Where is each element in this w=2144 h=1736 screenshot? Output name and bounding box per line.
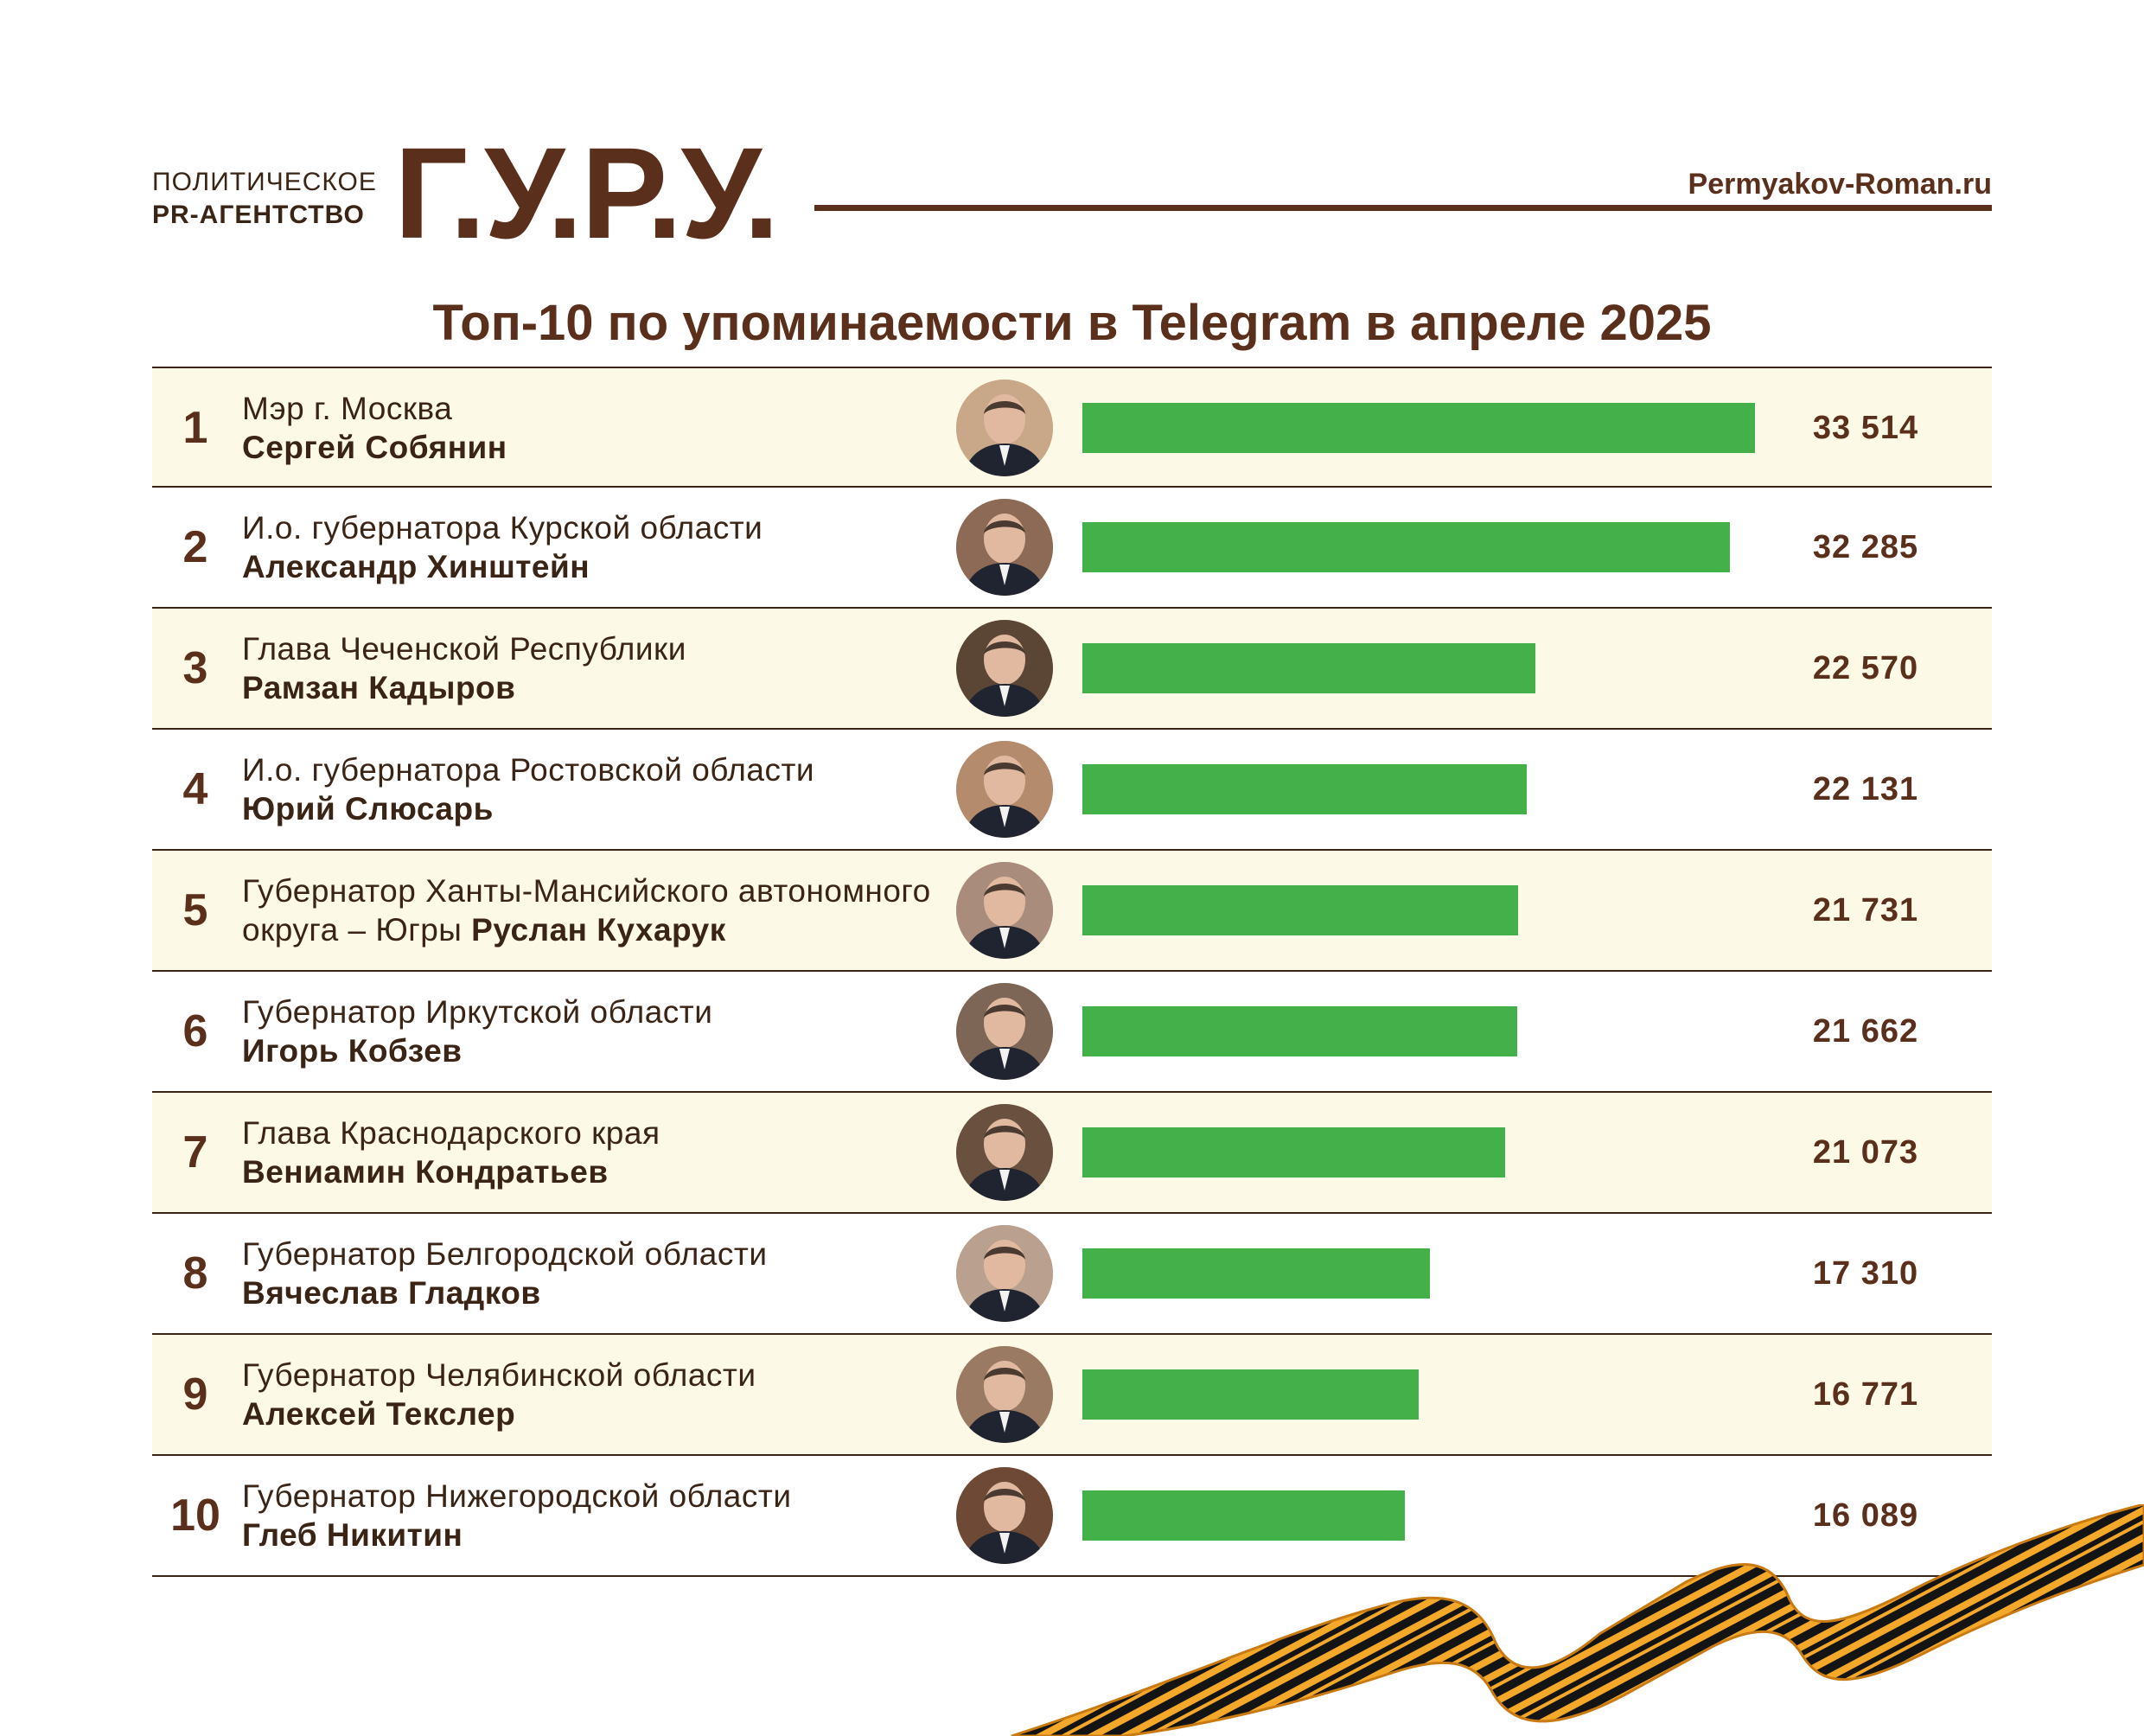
value-label: 21 662 xyxy=(1812,1012,1919,1050)
person-role: Губернатор Ханты-Мансийского автономного… xyxy=(242,873,931,948)
header: ПОЛИТИЧЕСКОЕ PR-АГЕНТСТВО Г.У.Р.У. Permy… xyxy=(0,0,2144,259)
value-bar xyxy=(1082,1006,1517,1056)
rank-number: 5 xyxy=(182,885,208,935)
person-name: Вячеслав Гладков xyxy=(242,1275,541,1311)
value-label: 32 285 xyxy=(1812,528,1919,565)
agency-line-2: PR-АГЕНТСТВО xyxy=(152,201,365,229)
person-photo xyxy=(956,1346,1053,1443)
value-bar xyxy=(1082,1248,1430,1299)
agency-line-1: ПОЛИТИЧЕСКОЕ xyxy=(152,168,377,196)
value-label: 22 570 xyxy=(1812,649,1919,686)
person-photo xyxy=(956,620,1053,717)
person-description: Губернатор Нижегородской области Глеб Ник… xyxy=(242,1456,986,1575)
person-description: Мэр г. Москва Сергей Собянин xyxy=(242,368,986,488)
person-description: И.о. губернатора Ростовской области Юрий … xyxy=(242,730,986,849)
person-role: Глава Краснодарского края xyxy=(242,1115,660,1151)
person-description: И.о. губернатора Курской области Александ… xyxy=(242,488,986,607)
person-role: Губернатор Челябинской области xyxy=(242,1357,756,1393)
person-description: Глава Чеченской Республики Рамзан Кадыров xyxy=(242,609,986,728)
person-role: Губернатор Белгородской области xyxy=(242,1236,768,1272)
table-row: 8 Губернатор Белгородской области Вячеслав… xyxy=(152,1214,1992,1335)
site-link[interactable]: Permyakov-Roman.ru xyxy=(1688,168,1992,201)
person-description: Губернатор Ханты-Мансийского автономного… xyxy=(242,851,986,970)
value-label: 22 131 xyxy=(1812,770,1919,807)
value-bar xyxy=(1082,885,1518,935)
rank-number: 1 xyxy=(182,403,208,453)
person-role: Мэр г. Москва xyxy=(242,391,453,426)
table-row: 5 Губернатор Ханты-Мансийского автономног… xyxy=(152,851,1992,972)
person-photo xyxy=(956,1467,1053,1564)
person-name: Вениамин Кондратьев xyxy=(242,1154,609,1190)
rank-number: 7 xyxy=(182,1127,208,1178)
person-photo xyxy=(956,862,1053,959)
person-name: Александр Хинштейн xyxy=(242,549,590,584)
value-bar xyxy=(1082,522,1730,572)
rank-number: 4 xyxy=(182,764,208,814)
person-photo xyxy=(956,380,1053,476)
value-bar xyxy=(1082,1127,1505,1178)
ranking-table: 1 Мэр г. Москва Сергей Собянин 33 514 2 И.о. … xyxy=(152,367,1992,1577)
value-bar xyxy=(1082,643,1535,693)
agency-label: ПОЛИТИЧЕСКОЕ PR-АГЕНТСТВО xyxy=(152,166,377,232)
rank-number: 3 xyxy=(182,643,208,693)
st-george-ribbon xyxy=(1011,1504,2144,1736)
table-row: 6 Губернатор Иркутской области Игорь Кобзе… xyxy=(152,972,1992,1093)
value-bar xyxy=(1082,1490,1405,1541)
person-name: Сергей Собянин xyxy=(242,430,507,465)
value-bar xyxy=(1082,764,1527,814)
rank-number: 9 xyxy=(182,1369,208,1420)
value-label: 33 514 xyxy=(1812,409,1919,446)
person-description: Губернатор Иркутской области Игорь Кобзев xyxy=(242,972,986,1091)
person-photo xyxy=(956,983,1053,1080)
table-row: 3 Глава Чеченской Республики Рамзан Кадыро… xyxy=(152,609,1992,730)
person-photo xyxy=(956,1225,1053,1322)
value-bar xyxy=(1082,403,1755,453)
person-name: Рамзан Кадыров xyxy=(242,670,516,705)
person-role: Губернатор Иркутской области xyxy=(242,994,713,1030)
table-row: 9 Губернатор Челябинской области Алексей Т… xyxy=(152,1335,1992,1456)
table-row: 2 И.о. губернатора Курской области Алексан… xyxy=(152,488,1992,609)
table-row: 10 Губернатор Нижегородской области Глеб Н… xyxy=(152,1456,1992,1577)
person-name: Руслан Кухарук xyxy=(471,912,726,948)
person-description: Глава Краснодарского края Вениамин Кондра… xyxy=(242,1093,986,1212)
rank-number: 6 xyxy=(182,1006,208,1056)
person-role: И.о. губернатора Ростовской области xyxy=(242,752,815,788)
value-label: 16 089 xyxy=(1812,1497,1919,1534)
person-name: Юрий Слюсарь xyxy=(242,791,494,827)
header-divider xyxy=(814,205,1992,211)
person-description: Губернатор Челябинской области Алексей Те… xyxy=(242,1335,986,1454)
value-bar xyxy=(1082,1369,1419,1420)
person-role: И.о. губернатора Курской области xyxy=(242,510,763,546)
value-label: 21 073 xyxy=(1812,1133,1919,1171)
person-role: Глава Чеченской Республики xyxy=(242,631,686,667)
person-role: Губернатор Нижегородской области xyxy=(242,1478,792,1514)
person-photo xyxy=(956,741,1053,838)
person-name: Алексей Текслер xyxy=(242,1396,516,1432)
value-label: 21 731 xyxy=(1812,891,1919,929)
person-name: Глеб Никитин xyxy=(242,1517,463,1553)
table-row: 1 Мэр г. Москва Сергей Собянин 33 514 xyxy=(152,367,1992,488)
person-photo xyxy=(956,1104,1053,1201)
rank-number: 10 xyxy=(170,1490,220,1541)
table-row: 4 И.о. губернатора Ростовской области Юрий… xyxy=(152,730,1992,851)
person-description: Губернатор Белгородской области Вячеслав … xyxy=(242,1214,986,1333)
value-label: 16 771 xyxy=(1812,1375,1919,1413)
rank-number: 8 xyxy=(182,1248,208,1299)
rank-number: 2 xyxy=(182,522,208,572)
value-label: 17 310 xyxy=(1812,1254,1919,1292)
table-row: 7 Глава Краснодарского края Вениамин Кондр… xyxy=(152,1093,1992,1214)
brand-logo: Г.У.Р.У. xyxy=(394,120,780,265)
chart-title: Топ-10 по упоминаемости в Telegram в апр… xyxy=(432,295,1712,351)
person-photo xyxy=(956,499,1053,596)
person-name: Игорь Кобзев xyxy=(242,1033,463,1069)
